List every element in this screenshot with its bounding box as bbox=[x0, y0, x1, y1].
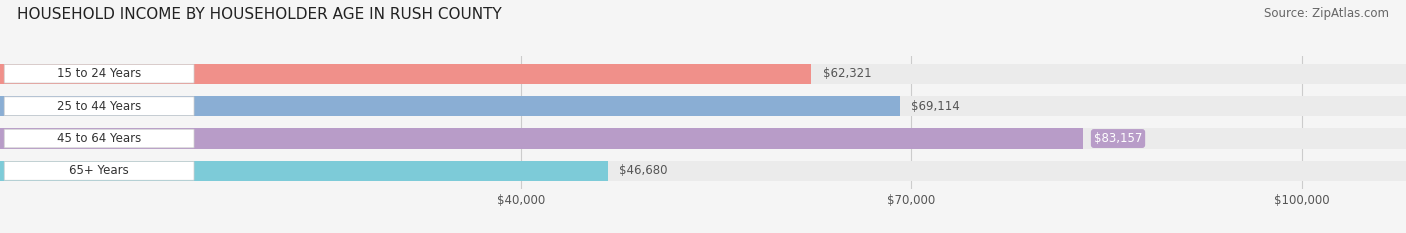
Text: $62,321: $62,321 bbox=[823, 67, 872, 80]
Text: $46,680: $46,680 bbox=[619, 164, 668, 177]
Text: 15 to 24 Years: 15 to 24 Years bbox=[58, 67, 141, 80]
FancyBboxPatch shape bbox=[4, 65, 194, 83]
Bar bbox=[0, 161, 1406, 181]
Text: 65+ Years: 65+ Years bbox=[69, 164, 129, 177]
Text: 25 to 44 Years: 25 to 44 Years bbox=[58, 100, 141, 113]
Text: HOUSEHOLD INCOME BY HOUSEHOLDER AGE IN RUSH COUNTY: HOUSEHOLD INCOME BY HOUSEHOLDER AGE IN R… bbox=[17, 7, 502, 22]
Bar bbox=[0, 96, 900, 116]
Bar bbox=[0, 64, 1406, 84]
Text: Source: ZipAtlas.com: Source: ZipAtlas.com bbox=[1264, 7, 1389, 20]
Text: $69,114: $69,114 bbox=[911, 100, 960, 113]
Text: 45 to 64 Years: 45 to 64 Years bbox=[58, 132, 141, 145]
Text: $83,157: $83,157 bbox=[1094, 132, 1142, 145]
Bar bbox=[0, 64, 811, 84]
Bar bbox=[0, 96, 1406, 116]
FancyBboxPatch shape bbox=[4, 162, 194, 180]
Bar bbox=[0, 161, 607, 181]
Bar bbox=[0, 128, 1406, 149]
FancyBboxPatch shape bbox=[4, 129, 194, 148]
FancyBboxPatch shape bbox=[4, 97, 194, 115]
Bar bbox=[0, 128, 1083, 149]
